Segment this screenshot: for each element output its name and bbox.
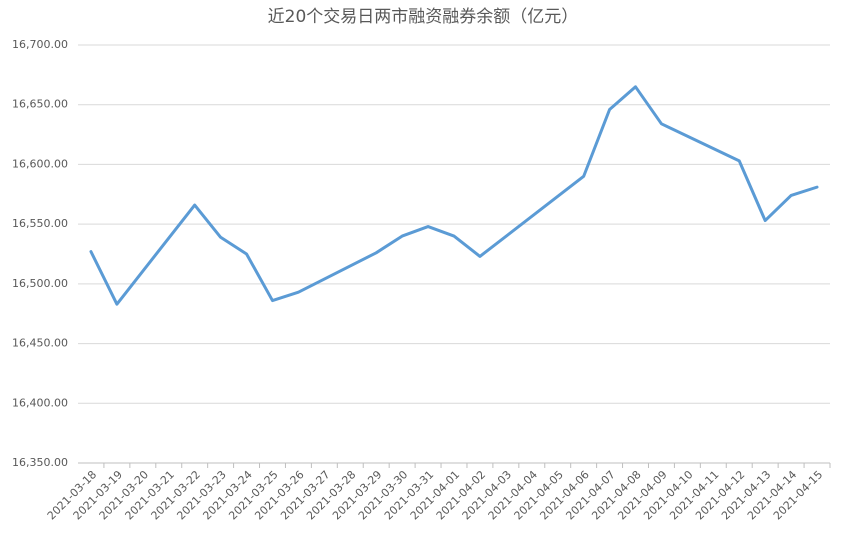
y-tick-label: 16,600.00: [12, 157, 68, 170]
data-line: [89, 85, 819, 306]
y-tick-label: 16,700.00: [12, 38, 68, 51]
y-tick-label: 16,550.00: [12, 217, 68, 230]
y-tick-label: 16,450.00: [12, 337, 68, 350]
chart-title: 近20个交易日两市融资融券余额（亿元）: [268, 7, 579, 27]
y-tick-label: 16,650.00: [12, 98, 68, 111]
y-tick-label: 16,500.00: [12, 277, 68, 290]
y-tick-label: 16,400.00: [12, 396, 68, 409]
y-tick-label: 16,350.00: [12, 456, 68, 469]
